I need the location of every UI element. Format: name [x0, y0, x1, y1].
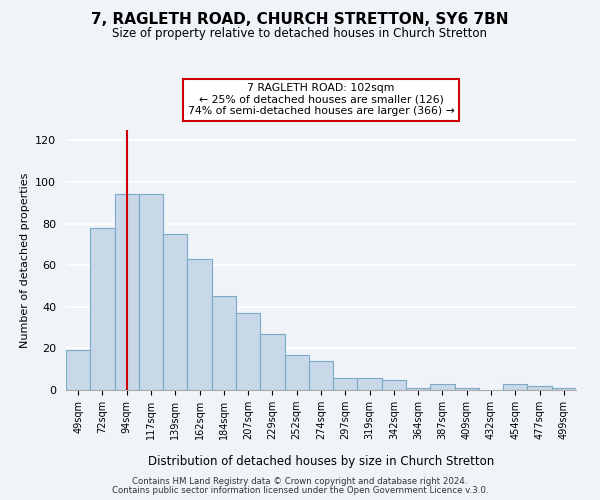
- Text: Contains public sector information licensed under the Open Government Licence v.: Contains public sector information licen…: [112, 486, 488, 495]
- Text: 7, RAGLETH ROAD, CHURCH STRETTON, SY6 7BN: 7, RAGLETH ROAD, CHURCH STRETTON, SY6 7B…: [91, 12, 509, 28]
- Bar: [455, 388, 479, 390]
- Bar: [527, 386, 552, 390]
- Text: Contains HM Land Registry data © Crown copyright and database right 2024.: Contains HM Land Registry data © Crown c…: [132, 477, 468, 486]
- Text: Distribution of detached houses by size in Church Stretton: Distribution of detached houses by size …: [148, 454, 494, 468]
- Bar: [163, 234, 187, 390]
- Bar: [212, 296, 236, 390]
- Text: 7 RAGLETH ROAD: 102sqm
← 25% of detached houses are smaller (126)
74% of semi-de: 7 RAGLETH ROAD: 102sqm ← 25% of detached…: [188, 83, 454, 116]
- Bar: [382, 380, 406, 390]
- Bar: [260, 334, 284, 390]
- Bar: [430, 384, 455, 390]
- Text: Size of property relative to detached houses in Church Stretton: Size of property relative to detached ho…: [113, 28, 487, 40]
- Bar: [552, 388, 576, 390]
- Bar: [66, 350, 90, 390]
- Bar: [187, 259, 212, 390]
- Bar: [284, 354, 309, 390]
- Bar: [406, 388, 430, 390]
- Bar: [333, 378, 358, 390]
- Bar: [115, 194, 139, 390]
- Y-axis label: Number of detached properties: Number of detached properties: [20, 172, 29, 348]
- Bar: [358, 378, 382, 390]
- Bar: [236, 313, 260, 390]
- Bar: [309, 361, 333, 390]
- Bar: [139, 194, 163, 390]
- Bar: [90, 228, 115, 390]
- Bar: [503, 384, 527, 390]
